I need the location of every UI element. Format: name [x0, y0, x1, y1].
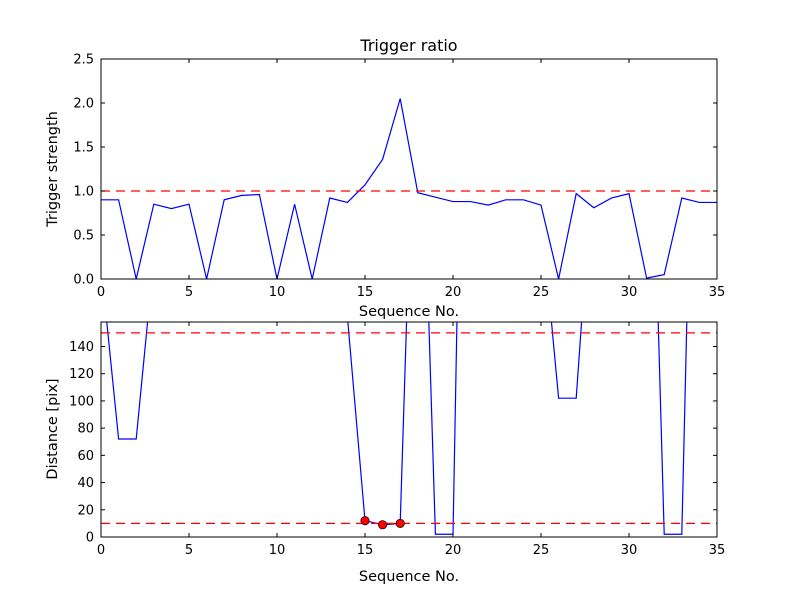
- x-tick-label: 35: [709, 285, 726, 300]
- x-tick-label: 10: [269, 285, 286, 300]
- y-tick-label: 60: [77, 449, 94, 464]
- y-tick-label: 1.0: [73, 185, 94, 200]
- distance-plot-data-marker: [395, 518, 405, 528]
- x-tick-label: 10: [269, 543, 286, 558]
- x-tick-label: 25: [533, 285, 550, 300]
- distance-plot-data-marker: [360, 516, 370, 526]
- x-tick-label: 0: [97, 285, 105, 300]
- y-tick-label: 100: [69, 394, 94, 409]
- y-tick-label: 20: [77, 503, 94, 518]
- x-tick-label: 15: [357, 285, 374, 300]
- y-tick-label: 1.5: [73, 141, 94, 156]
- y-tick-label: 140: [69, 340, 94, 355]
- distance-plot-axes-box: [100, 321, 718, 538]
- trigger-strength-plot-axes-box: [100, 58, 718, 280]
- bottom-plot-ylabel: Distance [pix]: [45, 378, 61, 479]
- y-tick-label: 2.0: [73, 97, 94, 112]
- distance-plot: 0 5 10 15 20 25 30 35 0 20 40 60 80 100 120 140: [69, 321, 726, 558]
- trigger-strength-plot-data-line: [101, 98, 717, 279]
- y-tick-label: 120: [69, 367, 94, 382]
- top-plot-ylabel: Trigger strength: [45, 111, 61, 228]
- x-tick-label: 35: [709, 543, 726, 558]
- plots-layer: 0 5 10 15 20 25 30 35 0.0 0.5 1.0 1.5 2.0 2.5 0 5 10 15 20…: [69, 53, 726, 559]
- x-tick-label: 20: [445, 543, 462, 558]
- y-tick-label: 2.5: [73, 53, 94, 68]
- y-tick-label: 80: [77, 422, 94, 437]
- y-tick-label: 0: [86, 531, 94, 546]
- x-tick-label: 30: [621, 285, 638, 300]
- bottom-plot-xlabel: Sequence No.: [359, 569, 459, 585]
- x-tick-label: 0: [97, 543, 105, 558]
- x-tick-label: 15: [357, 543, 374, 558]
- y-tick-label: 0.0: [73, 273, 94, 288]
- y-tick-label: 40: [77, 476, 94, 491]
- x-tick-label: 20: [445, 285, 462, 300]
- x-tick-label: 5: [185, 543, 193, 558]
- x-tick-label: 30: [621, 543, 638, 558]
- trigger-strength-plot: 0 5 10 15 20 25 30 35 0.0 0.5 1.0 1.5 2.0 2.5: [73, 53, 725, 301]
- distance-plot-data-marker: [378, 520, 388, 530]
- top-plot-xlabel: Sequence No.: [359, 304, 459, 320]
- x-tick-label: 25: [533, 543, 550, 558]
- y-tick-label: 0.5: [73, 229, 94, 244]
- distance-plot-data-line: [106, 322, 688, 535]
- chart-title: Trigger ratio: [359, 36, 457, 55]
- x-tick-label: 5: [185, 285, 193, 300]
